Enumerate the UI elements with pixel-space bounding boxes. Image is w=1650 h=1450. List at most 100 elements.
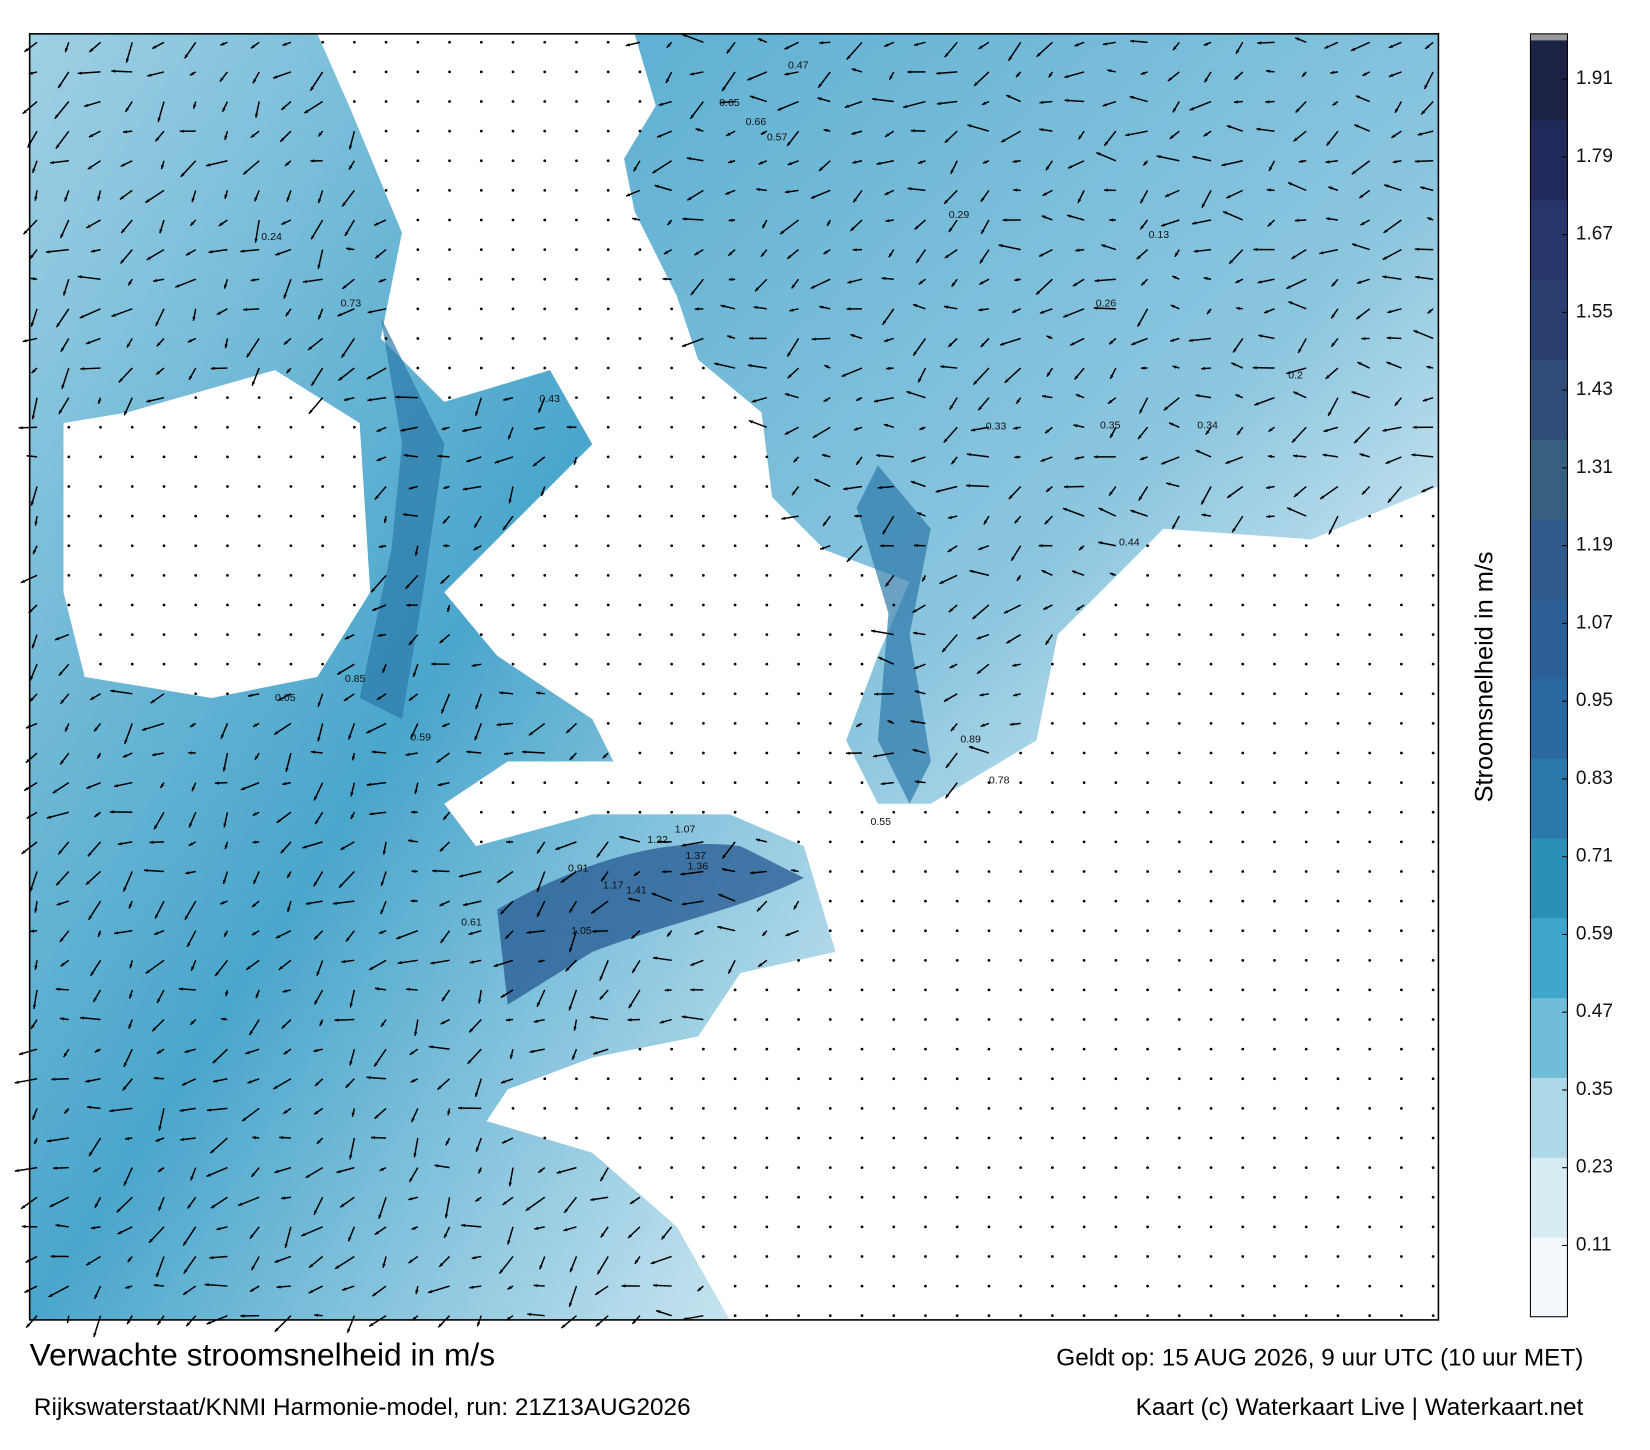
arrow-head [302, 845, 307, 849]
grid-dot [1241, 603, 1245, 607]
arrow-head [400, 428, 405, 432]
grid-dot [670, 544, 674, 548]
grid-dot [1146, 573, 1149, 577]
grid-dot [924, 870, 927, 873]
arrow-head [116, 1208, 121, 1213]
arrow-head [885, 133, 890, 137]
grid-dot [606, 514, 610, 518]
grid-dot [1400, 603, 1403, 607]
arrow-head [125, 1285, 130, 1289]
arrow-head [1288, 301, 1293, 305]
arrow-head [125, 58, 130, 63]
arrow-head [86, 1261, 91, 1266]
grid-dot [765, 603, 769, 607]
grid-dot [670, 573, 674, 577]
arrow-head [1039, 128, 1044, 132]
arrow-head [249, 1288, 255, 1292]
arrow-head [532, 462, 538, 467]
arrow-head [283, 294, 287, 299]
colorbar-tick-label: 0.35 [1576, 1079, 1613, 1100]
arrow-head [536, 887, 541, 892]
grid-dot [1051, 1107, 1054, 1110]
grid-dot [860, 899, 864, 903]
grid-dot [1082, 1047, 1086, 1051]
arrow-head [912, 609, 917, 613]
grid-dot [670, 722, 674, 725]
arrow-head [1170, 305, 1175, 309]
grid-dot [1336, 1077, 1340, 1081]
arrow-head [1012, 663, 1017, 667]
grid-dot [1241, 929, 1245, 933]
grid-dot [1368, 1077, 1372, 1081]
arrow-head [251, 931, 257, 936]
speed-label: 0.29 [949, 209, 970, 221]
grid-dot [130, 485, 134, 488]
arrow-head [155, 321, 159, 327]
arrow-head [206, 163, 211, 167]
grid-dot [638, 337, 642, 340]
arrow-head [61, 384, 65, 389]
grid-dot [575, 810, 578, 814]
arrow-head [21, 1224, 26, 1229]
grid-dot [511, 277, 515, 281]
arrow-head [283, 1110, 288, 1114]
arrow-head [59, 1017, 64, 1021]
arrow-head [380, 881, 385, 887]
vector-grid [14, 33, 1435, 1338]
arrow-head [906, 391, 911, 395]
arrow-head [274, 731, 279, 735]
arrow-head [341, 959, 346, 964]
grid-dot [955, 1255, 959, 1258]
arrow-head [854, 514, 859, 518]
grid-dot [448, 159, 451, 163]
arrow-head [409, 1051, 414, 1055]
arrow-head [726, 49, 731, 54]
arrow-head [914, 225, 919, 230]
grid-dot [1336, 1225, 1340, 1229]
grid-dot [765, 573, 769, 577]
grid-dot [606, 455, 610, 459]
arrow-head [474, 736, 478, 741]
grid-dot [1082, 1107, 1086, 1110]
grid-dot [1209, 1047, 1213, 1051]
grid-dot [924, 810, 927, 814]
grid-dot [321, 514, 325, 518]
grid-dot [1019, 781, 1023, 785]
arrow-head [1421, 488, 1426, 492]
arrow-head [1141, 281, 1146, 286]
grid-dot [575, 277, 578, 281]
grid-dot [606, 70, 610, 74]
arrow-head [374, 1231, 380, 1235]
arrow-head [726, 132, 731, 136]
arrow-head [469, 1028, 474, 1033]
grid-dot [1336, 1047, 1340, 1051]
arrow-head [402, 513, 407, 517]
arrow-head [442, 723, 447, 727]
arrow-head [123, 887, 127, 892]
arrow-head [478, 1169, 482, 1174]
arrow-head [210, 366, 215, 371]
speed-label: 0.65 [719, 97, 740, 109]
arrow-head [846, 307, 851, 311]
grid-dot [765, 1018, 769, 1021]
grid-dot [352, 573, 356, 577]
arrow-head [747, 364, 752, 368]
arrow-head [935, 489, 940, 493]
grid-dot [733, 988, 737, 992]
arrow-head [212, 1079, 218, 1083]
grid-dot [1082, 692, 1086, 696]
grid-dot [828, 692, 832, 696]
arrow-head [191, 786, 196, 792]
grid-dot [797, 1284, 800, 1288]
arrow-head [694, 307, 699, 311]
arrow-head [1234, 75, 1239, 80]
grid-dot [130, 662, 134, 666]
grid-dot [130, 573, 134, 577]
arrow-head [525, 1207, 530, 1211]
arrow-head [192, 316, 196, 321]
arrow-head [337, 313, 342, 317]
grid-dot [543, 544, 547, 548]
arrow-head [1203, 132, 1208, 137]
arrow-head [1195, 450, 1200, 454]
arrow-head [694, 251, 699, 256]
